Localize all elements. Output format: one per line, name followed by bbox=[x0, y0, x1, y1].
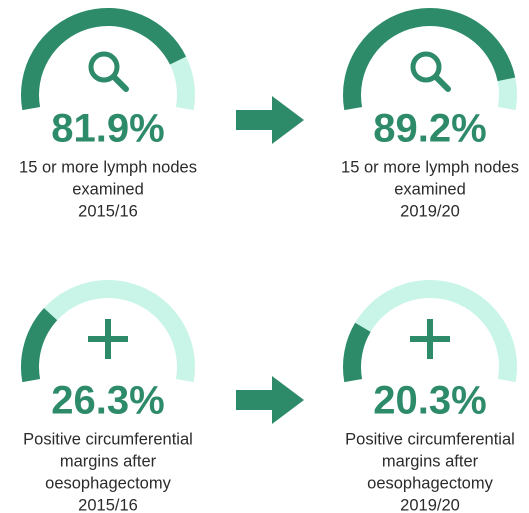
description: margins after bbox=[382, 452, 479, 470]
description: 15 or more lymph nodes bbox=[19, 158, 197, 176]
description: oesophagectomy bbox=[45, 474, 171, 492]
percentage: 26.3% bbox=[51, 379, 164, 423]
gauge-value bbox=[21, 308, 58, 383]
period: 2015/16 bbox=[78, 202, 138, 220]
period: 2019/20 bbox=[400, 202, 460, 220]
percentage: 20.3% bbox=[373, 379, 486, 423]
description: margins after bbox=[60, 452, 157, 470]
gauge-value bbox=[343, 322, 371, 383]
gauge-value bbox=[21, 8, 187, 111]
description: Positive circumferential bbox=[345, 430, 515, 448]
gauge-value bbox=[343, 8, 516, 111]
percentage: 89.2% bbox=[373, 107, 486, 151]
period: 2019/20 bbox=[400, 496, 460, 513]
period: 2015/16 bbox=[78, 496, 138, 513]
description: examined bbox=[72, 180, 144, 198]
search-icon bbox=[433, 74, 451, 92]
arrow bbox=[236, 96, 304, 144]
percentage: 81.9% bbox=[51, 107, 164, 151]
description: Positive circumferential bbox=[23, 430, 193, 448]
search-icon bbox=[111, 74, 129, 92]
description: oesophagectomy bbox=[367, 474, 493, 492]
arrow bbox=[236, 376, 304, 424]
description: examined bbox=[394, 180, 466, 198]
search-icon bbox=[88, 51, 120, 83]
description: 15 or more lymph nodes bbox=[341, 158, 519, 176]
search-icon bbox=[410, 51, 442, 83]
